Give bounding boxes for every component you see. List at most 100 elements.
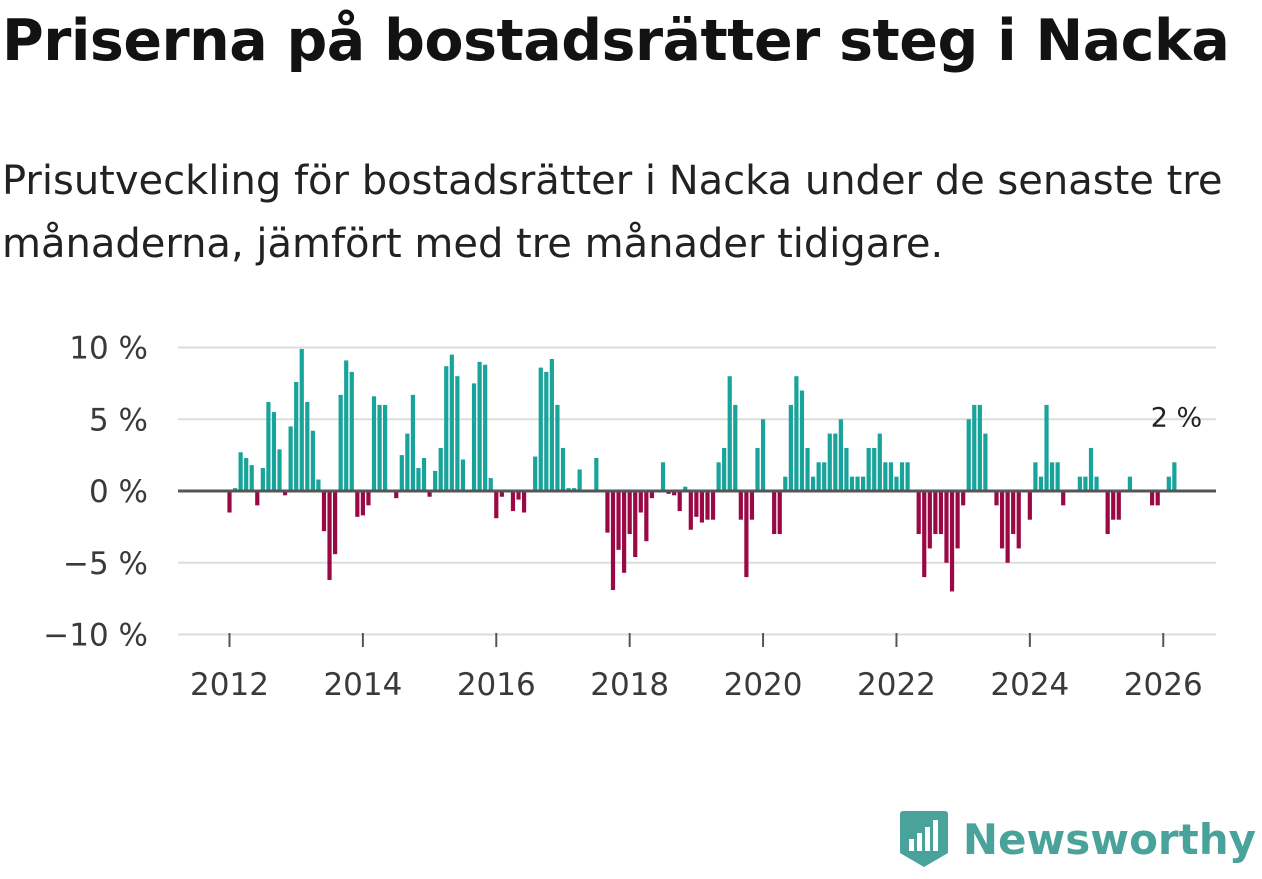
bar — [282, 491, 288, 496]
bar — [838, 419, 843, 491]
bar — [849, 476, 855, 491]
bar — [899, 462, 905, 491]
y-tick-label: −10 % — [43, 618, 148, 654]
bar — [366, 491, 371, 506]
latest-value-label: 2 % — [1151, 402, 1202, 433]
bar — [249, 465, 254, 491]
bar — [316, 479, 321, 491]
bar — [827, 433, 832, 491]
bar — [260, 468, 265, 491]
bar — [1016, 491, 1021, 549]
bar — [488, 478, 493, 491]
bar — [727, 376, 732, 491]
bar — [1105, 491, 1110, 535]
bar — [705, 491, 710, 520]
bar — [266, 402, 271, 491]
bar — [533, 456, 538, 491]
bar — [933, 491, 938, 535]
bar — [1088, 447, 1094, 491]
bar — [855, 476, 860, 491]
bar — [1150, 491, 1155, 506]
bar — [416, 468, 421, 491]
bar — [460, 459, 466, 491]
bar — [299, 348, 304, 491]
x-axis: 2012 2014 2016 2018 2020 2022 2024 2026 — [190, 633, 1203, 703]
x-tick-label: 2022 — [857, 667, 936, 703]
bar — [888, 462, 893, 491]
bar — [633, 491, 638, 558]
bar — [822, 462, 827, 491]
bar — [1116, 491, 1121, 520]
bar — [710, 491, 716, 520]
bar — [861, 476, 866, 491]
bar — [410, 394, 416, 491]
bar — [983, 433, 988, 491]
x-tick-label: 2012 — [190, 667, 269, 703]
bar — [277, 449, 282, 491]
bar — [977, 404, 982, 491]
bar — [377, 404, 382, 491]
bar-series — [227, 348, 1177, 592]
bar — [866, 447, 871, 491]
bar — [999, 491, 1005, 549]
bar — [877, 433, 882, 491]
bar — [310, 430, 315, 491]
bar — [872, 447, 877, 491]
bar — [760, 419, 766, 491]
bar — [733, 404, 738, 491]
bar — [660, 462, 666, 491]
bar — [421, 458, 427, 491]
bar — [438, 447, 443, 491]
bar — [288, 426, 293, 491]
bar — [255, 491, 260, 506]
bar — [271, 412, 277, 491]
bar — [944, 491, 949, 563]
bar — [338, 394, 343, 491]
brand-logo[interactable]: Newsworthy — [899, 809, 1256, 869]
bar — [399, 455, 404, 492]
y-tick-label: −5 % — [63, 546, 148, 582]
bar — [616, 491, 621, 550]
bar — [622, 491, 627, 573]
newsworthy-logo-icon — [899, 811, 948, 867]
bar — [1005, 491, 1010, 563]
bar — [355, 491, 360, 517]
bar — [1011, 491, 1016, 535]
bar — [455, 376, 460, 491]
bar — [672, 491, 677, 496]
bar — [638, 491, 643, 513]
bar — [799, 390, 805, 491]
bar — [227, 491, 232, 513]
bar — [333, 491, 338, 555]
bar — [833, 433, 838, 491]
bar — [1083, 476, 1088, 491]
bar — [994, 491, 999, 506]
bar-chart: 10 % 5 % 0 % −5 % −10 % 2012 2014 2016 2018 2020… — [43, 331, 1216, 703]
bar — [788, 404, 793, 491]
bar — [905, 462, 910, 491]
bar — [894, 476, 899, 491]
brand-name: Newsworthy — [962, 814, 1256, 864]
bar — [1155, 491, 1160, 506]
x-tick-label: 2018 — [590, 667, 669, 703]
bar — [805, 447, 810, 491]
bar — [383, 404, 388, 491]
bar — [1094, 476, 1099, 491]
bar — [777, 491, 782, 535]
bar — [1044, 404, 1049, 491]
y-axis: 10 % 5 % 0 % −5 % −10 % — [43, 331, 148, 654]
bar — [794, 376, 799, 491]
bar — [516, 491, 521, 500]
bar — [961, 491, 966, 506]
bar — [744, 491, 749, 578]
bar — [716, 462, 721, 491]
bar — [394, 491, 399, 499]
bar — [549, 358, 554, 491]
bar — [755, 447, 760, 491]
bar — [244, 458, 249, 491]
bar — [294, 381, 299, 491]
bar — [433, 470, 438, 491]
x-tick-label: 2020 — [724, 667, 803, 703]
bar — [722, 447, 727, 491]
y-tick-label: 10 % — [69, 331, 148, 367]
